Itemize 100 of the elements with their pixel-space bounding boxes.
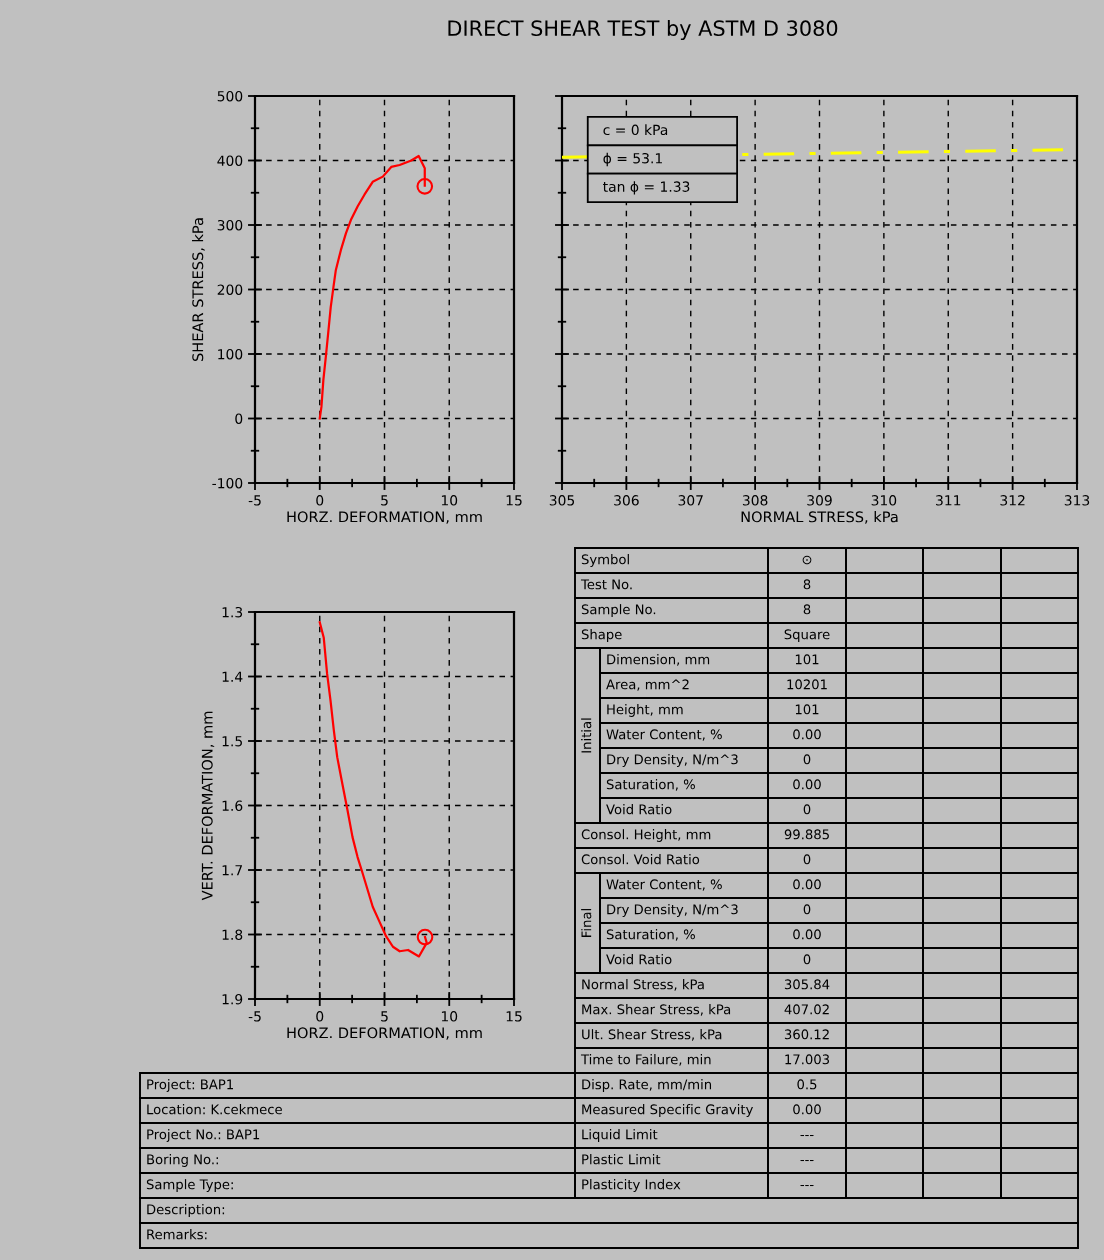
text: Area, mm^2 — [606, 679, 689, 691]
text: 10201 — [787, 679, 827, 690]
text: 0 — [803, 954, 811, 965]
text: Plasticity Index — [582, 1179, 681, 1192]
text: Final — [581, 909, 592, 937]
x-tick-label: 308 — [742, 495, 768, 506]
text: Location: K.cekmece — [147, 1104, 282, 1115]
text: Liquid Limit — [582, 1129, 658, 1142]
y-tick-label: 1.3 — [222, 606, 243, 618]
y-tick-label: 400 — [217, 155, 243, 166]
annotation: ϕ = 53.1 — [603, 152, 662, 167]
text: Measured Specific Gravity — [582, 1104, 753, 1117]
x-tick-label: 305 — [549, 495, 575, 506]
x-tick-label: 313 — [1064, 495, 1090, 506]
x-tick-label: 5 — [381, 495, 388, 506]
y-tick-label: -100 — [212, 477, 243, 489]
y-tick-label: 200 — [217, 284, 243, 295]
text: Initial — [581, 718, 592, 753]
x-tick-label: 311 — [936, 495, 961, 506]
x-tick-label: 0 — [316, 1011, 324, 1022]
y-tick-label: 500 — [217, 90, 243, 102]
text: Consol. Height, mm — [581, 829, 711, 842]
annotation: tan ϕ = 1.33 — [603, 181, 690, 195]
text: Dry Density, N/m^3 — [607, 904, 738, 917]
y-tick-label: 0 — [235, 413, 243, 424]
y-tick-label: 100 — [218, 348, 243, 360]
x-tick-label: 312 — [1000, 495, 1025, 506]
y-axis-title: SHEAR STRESS, kPa — [192, 218, 205, 362]
x-axis-title: HORZ. DEFORMATION, mm — [287, 1027, 482, 1040]
text: Boring No.: — [147, 1154, 218, 1167]
text: Void Ratio — [606, 804, 672, 815]
y-tick-label: 300 — [217, 219, 243, 231]
text: 101 — [795, 654, 819, 665]
text: Square — [784, 629, 830, 642]
text: --- — [800, 1135, 814, 1137]
annotation: c = 0 kPa — [603, 124, 668, 136]
text: 101 — [795, 704, 819, 715]
x-tick-label: -5 — [248, 495, 261, 506]
text: Project: BAP1 — [147, 1079, 233, 1092]
y-tick-label: 1.8 — [222, 929, 243, 940]
text: Disp. Rate, mm/min — [582, 1079, 712, 1092]
text: --- — [800, 1160, 814, 1162]
text: Water Content, % — [606, 879, 722, 891]
text: Height, mm — [607, 704, 683, 717]
y-axis-title: VERT. DEFORMATION, mm — [201, 711, 215, 901]
x-tick-label: 10 — [441, 1011, 458, 1022]
text: 0.00 — [793, 729, 821, 740]
text: Test No. — [580, 579, 632, 590]
text: 305.84 — [784, 979, 830, 990]
text: 8 — [803, 579, 811, 590]
y-tick-label: 1.6 — [222, 800, 243, 811]
x-tick-label: 5 — [381, 1011, 388, 1022]
x-axis-title: NORMAL STRESS, kPa — [741, 511, 898, 524]
text: Project No.: BAP1 — [147, 1129, 260, 1142]
text: 0.5 — [797, 1079, 817, 1090]
text: Sample No. — [581, 604, 656, 617]
text: DIRECT SHEAR TEST by ASTM D 3080 — [448, 19, 838, 41]
text: 0 — [803, 804, 811, 815]
text: Normal Stress, kPa — [582, 979, 704, 991]
text: Shape — [581, 629, 622, 642]
x-tick-label: 15 — [506, 1011, 522, 1022]
text: Water Content, % — [606, 729, 722, 741]
x-tick-label: 15 — [506, 495, 522, 506]
x-tick-label: 310 — [871, 495, 897, 506]
text: Void Ratio — [606, 954, 672, 965]
text: Dry Density, N/m^3 — [607, 754, 738, 767]
text: Ult. Shear Stress, kPa — [582, 1029, 722, 1041]
text: 407.02 — [784, 1004, 829, 1015]
text: 99.885 — [784, 829, 829, 840]
text: 0.00 — [793, 1104, 821, 1115]
text: Sample Type: — [146, 1179, 233, 1192]
x-axis-title: HORZ. DEFORMATION, mm — [287, 511, 482, 524]
x-tick-label: 306 — [614, 495, 639, 506]
text: Consol. Void Ratio — [581, 854, 700, 865]
y-tick-label: 1.9 — [222, 993, 243, 1005]
text: 8 — [803, 604, 811, 615]
text: Symbol — [581, 554, 629, 567]
y-tick-label: 1.7 — [222, 865, 243, 876]
text: 360.12 — [784, 1029, 829, 1040]
x-tick-label: 10 — [441, 495, 458, 506]
x-tick-label: 309 — [807, 495, 832, 506]
text: Dimension, mm — [607, 654, 710, 666]
text: 0.00 — [793, 879, 821, 890]
text: 0.00 — [793, 929, 821, 940]
text: 0 — [803, 854, 811, 865]
text: ⊙ — [802, 555, 812, 565]
text: 17.003 — [785, 1054, 830, 1065]
text: Description: — [147, 1204, 225, 1217]
text: 0 — [803, 754, 811, 765]
text: 0.00 — [793, 779, 821, 790]
text: Time to Failure, min — [580, 1054, 711, 1066]
x-tick-label: 307 — [678, 495, 703, 506]
x-tick-label: -5 — [248, 1011, 261, 1022]
text: Saturation, % — [606, 929, 695, 941]
text: Saturation, % — [606, 779, 695, 791]
text: Plastic Limit — [582, 1154, 661, 1165]
text: Max. Shear Stress, kPa — [582, 1004, 731, 1016]
text: --- — [800, 1185, 814, 1187]
y-tick-label: 1.5 — [222, 736, 242, 747]
y-tick-label: 1.4 — [222, 671, 243, 682]
